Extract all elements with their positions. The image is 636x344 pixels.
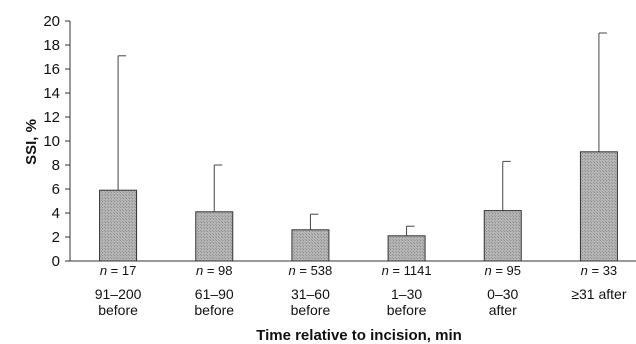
category-label: 91–200 — [95, 286, 142, 302]
n-label: n = 17 — [100, 263, 137, 278]
n-label: n = 98 — [196, 263, 233, 278]
y-tick-label: 2 — [52, 229, 60, 246]
n-label: n = 95 — [484, 263, 521, 278]
n-label: n = 33 — [581, 263, 618, 278]
category-label: before — [387, 302, 427, 318]
y-tick-label: 16 — [43, 61, 60, 78]
y-tick-label: 4 — [52, 205, 60, 222]
y-tick-label: 10 — [43, 133, 60, 150]
y-tick-label: 14 — [43, 85, 60, 102]
bars — [99, 32, 618, 262]
category-label: ≥31 after — [571, 286, 626, 302]
y-tick-label: 18 — [43, 37, 60, 54]
n-label: n = 1141 — [382, 263, 432, 278]
y-tick-label: 0 — [52, 253, 60, 270]
n-label: n = 538 — [289, 263, 333, 278]
bar — [99, 189, 138, 262]
bar — [387, 235, 426, 262]
category-label: before — [291, 302, 331, 318]
category-label: 1–30 — [391, 286, 422, 302]
category-label: 0–30 — [487, 286, 518, 302]
category-label: 31–60 — [291, 286, 330, 302]
y-tick-label: 8 — [52, 157, 60, 174]
y-axis-ticks: 0 2 4 6 8 10 12 14 16 18 20 — [43, 13, 70, 270]
bar — [579, 151, 618, 262]
bar — [483, 210, 522, 262]
category-label: 61–90 — [195, 286, 234, 302]
y-tick-label: 6 — [52, 181, 60, 198]
axes — [69, 21, 636, 262]
category-label: before — [194, 302, 234, 318]
y-tick-label: 20 — [43, 13, 60, 30]
bar — [195, 211, 234, 262]
y-axis-title: SSI, % — [23, 119, 40, 165]
y-tick-label: 12 — [43, 109, 60, 126]
category-label: before — [98, 302, 138, 318]
category-label: after — [489, 302, 517, 318]
x-axis-title: Time relative to incision, min — [256, 327, 462, 344]
bar — [291, 229, 330, 262]
